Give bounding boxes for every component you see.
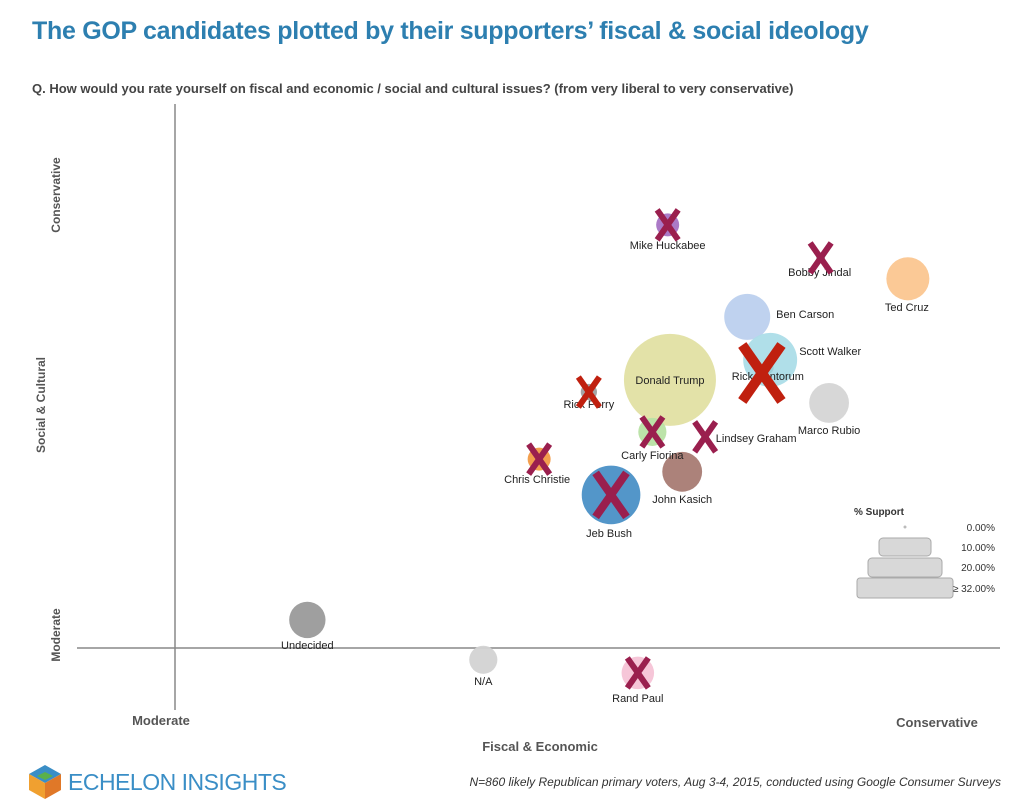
label-bobby-jindal: Bobby Jindal [788, 267, 851, 279]
y-axis-label: Social & Cultural [34, 357, 48, 453]
legend-label-0: 0.00% [967, 523, 995, 534]
label-scott-walker: Scott Walker [799, 346, 861, 358]
survey-question: Q. How would you rate yourself on fiscal… [32, 81, 794, 96]
footnote: N=860 likely Republican primary voters, … [469, 775, 1001, 789]
legend: % Support 0.00% 10.00% 20.00% ≥ 32.00% [854, 507, 995, 599]
x-mark-stroke [639, 415, 666, 449]
labels-layer: Mike Huckabee Bobby Jindal Ted Cruz Ben Car… [281, 240, 929, 705]
x-axis-label: Fiscal & Economic [482, 739, 598, 754]
label-ted-cruz: Ted Cruz [885, 302, 929, 314]
bubble-donald-trump [623, 333, 716, 426]
x-mark-stroke [624, 656, 651, 690]
legend-label-1: 10.00% [961, 543, 995, 554]
x-mark-stroke [654, 208, 681, 242]
chart-title: The GOP candidates plotted by their supp… [32, 17, 869, 45]
label-ben-carson: Ben Carson [776, 309, 834, 321]
label-jeb-bush: Jeb Bush [586, 528, 632, 540]
withdrawn-x-mark-rick-perry [575, 375, 602, 409]
x-tick-conservative: Conservative [896, 715, 978, 730]
bubble-ben-carson [724, 293, 771, 340]
bubbles-layer [289, 213, 930, 690]
withdrawn-x-mark-rand-paul [624, 656, 651, 690]
label-lindsey-graham: Lindsey Graham [716, 433, 797, 445]
bubble-john-kasich [662, 451, 703, 492]
withdrawn-x-mark-bobby-jindal [807, 241, 834, 275]
withdrawn-x-mark-lindsey-graham [692, 420, 719, 454]
label-rick-perry: Rick Perry [563, 399, 614, 411]
x-tick-moderate: Moderate [132, 713, 190, 728]
echelon-logo: ECHELON INSIGHTS [28, 764, 287, 800]
withdrawn-x-mark-chris-christie [526, 442, 553, 476]
cube-logo-icon [29, 765, 61, 799]
x-mark-stroke [807, 241, 834, 275]
y-tick-conservative: Conservative [49, 157, 63, 233]
withdrawn-x-mark-rick-santorum [738, 342, 786, 404]
bubble-marco-rubio [809, 383, 849, 423]
bubble-ted-cruz [886, 257, 930, 301]
legend-label-2: 20.00% [961, 563, 995, 574]
logo-text: ECHELON INSIGHTS [68, 768, 287, 795]
bubble-n-a [469, 645, 498, 674]
legend-title: % Support [854, 507, 905, 518]
legend-swatch-3 [856, 577, 954, 599]
label-n-a: N/A [474, 676, 493, 688]
x-mark-stroke [692, 420, 719, 454]
label-marco-rubio: Marco Rubio [798, 425, 860, 437]
x-mark-stroke [738, 342, 786, 404]
label-undecided: Undecided [281, 640, 334, 652]
withdrawn-x-mark-jeb-bush [592, 470, 630, 520]
label-john-kasich: John Kasich [652, 494, 712, 506]
x-mark-stroke [592, 470, 630, 520]
label-mike-huckabee: Mike Huckabee [630, 240, 706, 252]
x-mark-stroke [526, 442, 553, 476]
label-chris-christie: Chris Christie [504, 474, 570, 486]
legend-swatch-2 [867, 557, 943, 578]
label-donald-trump: Donald Trump [635, 375, 704, 387]
label-carly-fiorina: Carly Fiorina [621, 450, 684, 462]
x-mark-stroke [575, 375, 602, 409]
legend-label-3: ≥ 32.00% [953, 584, 995, 595]
y-tick-moderate: Moderate [49, 608, 63, 662]
label-rand-paul: Rand Paul [612, 693, 663, 705]
bubble-undecided [289, 601, 326, 639]
legend-swatch-1 [878, 537, 932, 557]
x-marks-layer [526, 208, 834, 690]
withdrawn-x-mark-carly-fiorina [639, 415, 666, 449]
withdrawn-x-mark-mike-huckabee [654, 208, 681, 242]
legend-swatch-0 [903, 525, 907, 529]
